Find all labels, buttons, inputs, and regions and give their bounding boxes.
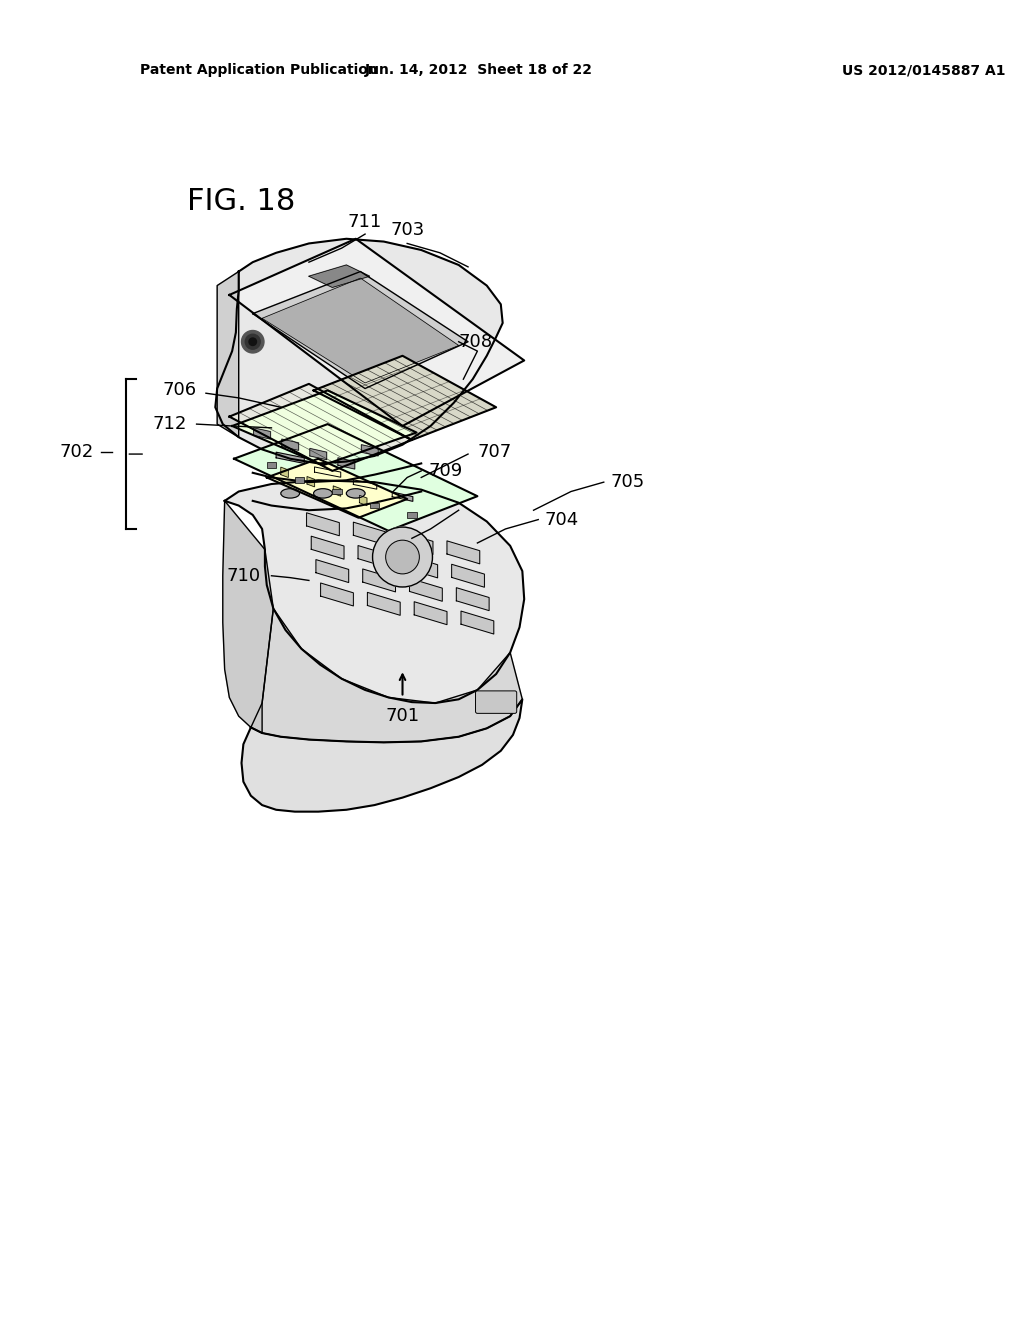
- FancyBboxPatch shape: [475, 690, 517, 713]
- Text: 708: 708: [459, 333, 493, 351]
- Text: 709: 709: [429, 462, 463, 480]
- Polygon shape: [229, 239, 524, 426]
- Polygon shape: [338, 458, 354, 469]
- Circle shape: [373, 527, 432, 587]
- Text: US 2012/0145887 A1: US 2012/0145887 A1: [843, 63, 1006, 78]
- Polygon shape: [223, 500, 273, 733]
- Polygon shape: [392, 492, 413, 502]
- Polygon shape: [224, 480, 524, 704]
- Circle shape: [249, 338, 256, 346]
- Polygon shape: [310, 449, 327, 459]
- Text: Jun. 14, 2012  Sheet 18 of 22: Jun. 14, 2012 Sheet 18 of 22: [366, 63, 593, 78]
- Polygon shape: [314, 467, 341, 478]
- Polygon shape: [306, 512, 339, 536]
- Polygon shape: [217, 272, 239, 437]
- Polygon shape: [400, 532, 433, 554]
- Polygon shape: [242, 700, 522, 812]
- Polygon shape: [254, 428, 270, 440]
- Polygon shape: [229, 384, 412, 471]
- Circle shape: [246, 334, 260, 350]
- Bar: [408, 512, 417, 517]
- Bar: [370, 503, 379, 508]
- Text: 706: 706: [163, 381, 197, 400]
- Polygon shape: [362, 569, 395, 591]
- Text: FIG. 18: FIG. 18: [187, 187, 296, 216]
- Bar: [267, 462, 276, 469]
- Polygon shape: [309, 265, 370, 288]
- Text: 705: 705: [610, 473, 644, 491]
- Text: 702: 702: [59, 444, 93, 461]
- Polygon shape: [281, 467, 289, 478]
- Bar: [295, 478, 304, 483]
- Polygon shape: [358, 545, 391, 569]
- Text: 711: 711: [348, 214, 382, 231]
- Polygon shape: [282, 440, 299, 450]
- Polygon shape: [404, 554, 437, 578]
- Polygon shape: [321, 583, 353, 606]
- Polygon shape: [333, 486, 341, 496]
- Polygon shape: [461, 611, 494, 634]
- Text: 703: 703: [390, 220, 424, 239]
- Polygon shape: [410, 578, 442, 602]
- Text: 710: 710: [226, 566, 260, 585]
- Polygon shape: [457, 587, 489, 611]
- Text: 707: 707: [477, 444, 512, 461]
- Polygon shape: [232, 391, 417, 465]
- Polygon shape: [307, 477, 314, 487]
- Polygon shape: [353, 523, 386, 545]
- Polygon shape: [446, 541, 479, 564]
- Text: 704: 704: [545, 511, 579, 528]
- Polygon shape: [215, 239, 503, 463]
- Text: Patent Application Publication: Patent Application Publication: [140, 63, 378, 78]
- Polygon shape: [359, 495, 367, 506]
- Polygon shape: [311, 536, 344, 560]
- Polygon shape: [234, 424, 477, 531]
- Polygon shape: [262, 279, 459, 383]
- Polygon shape: [251, 609, 522, 742]
- Polygon shape: [276, 453, 304, 463]
- Polygon shape: [267, 459, 408, 517]
- Bar: [333, 488, 342, 494]
- Ellipse shape: [346, 488, 366, 498]
- Text: 703: 703: [385, 543, 420, 561]
- Ellipse shape: [313, 488, 333, 498]
- Polygon shape: [368, 593, 400, 615]
- Polygon shape: [415, 602, 446, 624]
- Circle shape: [386, 540, 420, 574]
- Polygon shape: [452, 564, 484, 587]
- Ellipse shape: [281, 488, 300, 498]
- Polygon shape: [353, 479, 377, 490]
- Polygon shape: [253, 272, 468, 388]
- Polygon shape: [316, 560, 349, 582]
- Circle shape: [242, 330, 264, 352]
- Polygon shape: [313, 356, 496, 440]
- Text: 701: 701: [385, 706, 420, 725]
- Polygon shape: [361, 445, 378, 455]
- Text: 712: 712: [153, 414, 187, 433]
